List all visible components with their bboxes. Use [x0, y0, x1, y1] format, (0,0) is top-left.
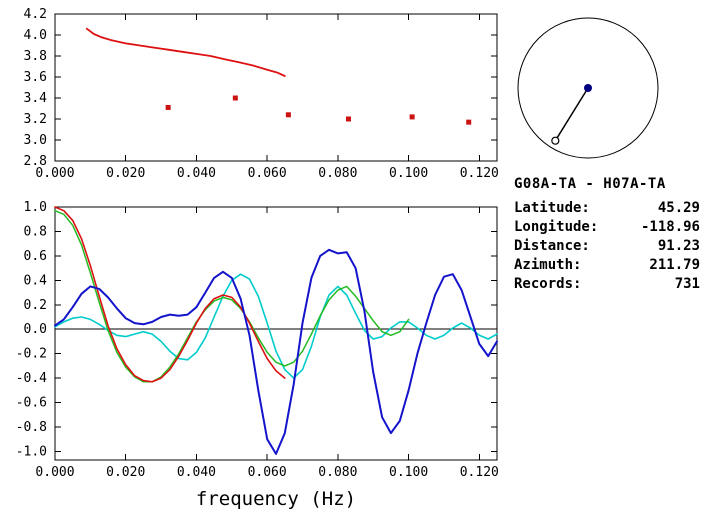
azimuth-circle-diagram: [517, 17, 659, 159]
svg-text:0.060: 0.060: [248, 166, 287, 181]
svg-text:0.8: 0.8: [24, 224, 47, 239]
dispersion-chart: 0.000 0.020 0.040 0.060 0.080 0.100 0.120 2.8 3.…: [24, 7, 499, 181]
info-row-records: Records: 731: [514, 275, 700, 294]
svg-text:-0.4: -0.4: [16, 371, 47, 386]
svg-text:0.060: 0.060: [248, 465, 287, 480]
info-row-distance: Distance: 91.23: [514, 237, 700, 256]
svg-text:0.2: 0.2: [24, 298, 47, 313]
svg-text:0.000: 0.000: [35, 166, 74, 181]
svg-text:0.120: 0.120: [460, 465, 499, 480]
svg-text:0.6: 0.6: [24, 249, 47, 264]
station-pair-title: G08A-TA - H07A-TA: [514, 176, 666, 192]
station-info-panel: G08A-TA - H07A-TA Latitude: 45.29 Longit…: [514, 176, 700, 294]
svg-text:0.0: 0.0: [24, 322, 47, 337]
latitude-value: 45.29: [657, 200, 700, 216]
svg-text:2.8: 2.8: [24, 154, 47, 169]
svg-text:0.080: 0.080: [318, 166, 357, 181]
svg-text:-0.6: -0.6: [16, 396, 47, 411]
svg-text:1.0: 1.0: [24, 200, 47, 215]
azimuth-value: 211.79: [649, 257, 700, 273]
svg-text:0.020: 0.020: [106, 166, 145, 181]
records-label: Records:: [514, 276, 582, 292]
svg-text:3.8: 3.8: [24, 49, 47, 64]
svg-text:3.0: 3.0: [24, 133, 47, 148]
svg-text:0.120: 0.120: [460, 166, 499, 181]
svg-text:3.4: 3.4: [24, 91, 48, 106]
svg-text:4.0: 4.0: [24, 28, 47, 43]
svg-text:3.2: 3.2: [24, 112, 47, 127]
svg-text:-1.0: -1.0: [16, 444, 47, 459]
svg-text:0.020: 0.020: [106, 465, 145, 480]
svg-text:4.2: 4.2: [24, 7, 47, 22]
waveform-chart: 0.000 0.020 0.040 0.060 0.080 0.100 0.120 -1.0 -…: [16, 200, 499, 510]
svg-text:-0.2: -0.2: [16, 347, 47, 362]
svg-text:-0.8: -0.8: [16, 420, 47, 435]
svg-text:0.100: 0.100: [389, 465, 428, 480]
records-value: 731: [674, 276, 700, 292]
svg-text:frequency (Hz): frequency (Hz): [196, 488, 356, 510]
azimuth-label: Azimuth:: [514, 257, 582, 273]
svg-text:0.000: 0.000: [35, 465, 74, 480]
svg-text:0.080: 0.080: [318, 465, 357, 480]
svg-text:0.4: 0.4: [24, 273, 48, 288]
longitude-label: Longitude:: [514, 219, 599, 235]
distance-label: Distance:: [514, 238, 590, 254]
latitude-label: Latitude:: [514, 200, 590, 216]
svg-text:0.040: 0.040: [177, 465, 216, 480]
info-row-latitude: Latitude: 45.29: [514, 199, 700, 218]
svg-text:0.100: 0.100: [389, 166, 428, 181]
svg-text:0.040: 0.040: [177, 166, 216, 181]
info-row-azimuth: Azimuth: 211.79: [514, 256, 700, 275]
distance-value: 91.23: [657, 238, 700, 254]
info-row-longitude: Longitude: -118.96: [514, 218, 700, 237]
longitude-value: -118.96: [640, 219, 700, 235]
svg-text:3.6: 3.6: [24, 70, 47, 85]
